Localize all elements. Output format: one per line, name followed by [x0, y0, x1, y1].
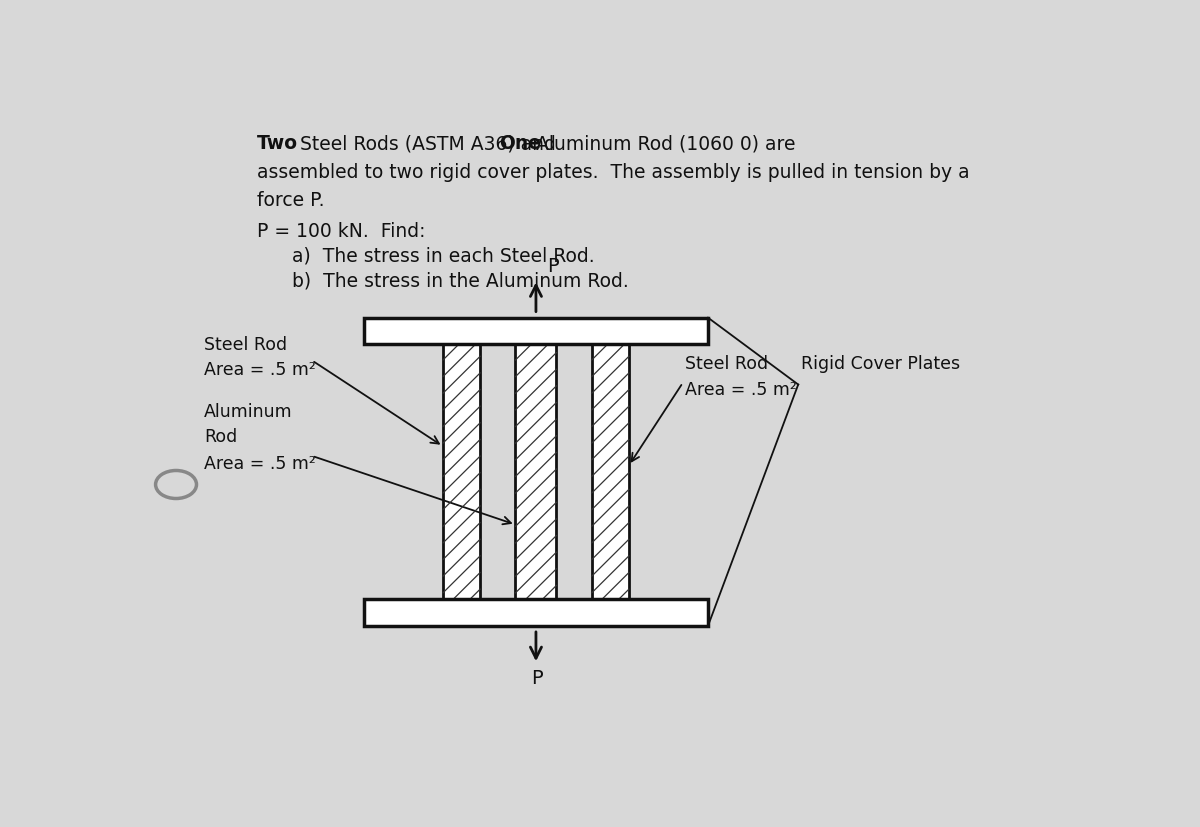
Text: Area = .5 m²: Area = .5 m² [204, 455, 316, 473]
Text: P = 100 kN.  Find:: P = 100 kN. Find: [257, 222, 426, 241]
Bar [364, 599, 708, 626]
Text: Steel Rod: Steel Rod [685, 355, 768, 373]
Bar [516, 344, 557, 599]
Text: Steel Rods (ASTM A36) and: Steel Rods (ASTM A36) and [294, 134, 562, 153]
Text: Area = .5 m²: Area = .5 m² [685, 380, 797, 399]
Text: Steel Rod: Steel Rod [204, 336, 287, 354]
Text: Aluminum: Aluminum [204, 403, 293, 421]
Text: Two: Two [257, 134, 298, 153]
Text: P: P [547, 257, 559, 276]
Text: a)  The stress in each Steel Rod.: a) The stress in each Steel Rod. [293, 247, 595, 266]
Text: force P.: force P. [257, 191, 324, 210]
Text: Rod: Rod [204, 428, 238, 447]
Text: Aluminum Rod (1060 0) are: Aluminum Rod (1060 0) are [530, 134, 796, 153]
Bar [443, 344, 480, 599]
Bar [364, 318, 708, 344]
Circle shape [157, 471, 194, 497]
Text: One: One [499, 134, 541, 153]
Text: assembled to two rigid cover plates.  The assembly is pulled in tension by a: assembled to two rigid cover plates. The… [257, 163, 970, 182]
Text: Area = .5 m²: Area = .5 m² [204, 361, 316, 380]
Text: Rigid Cover Plates: Rigid Cover Plates [802, 355, 960, 373]
Text: b)  The stress in the Aluminum Rod.: b) The stress in the Aluminum Rod. [293, 271, 629, 290]
Text: P: P [532, 669, 542, 688]
Bar [592, 344, 629, 599]
